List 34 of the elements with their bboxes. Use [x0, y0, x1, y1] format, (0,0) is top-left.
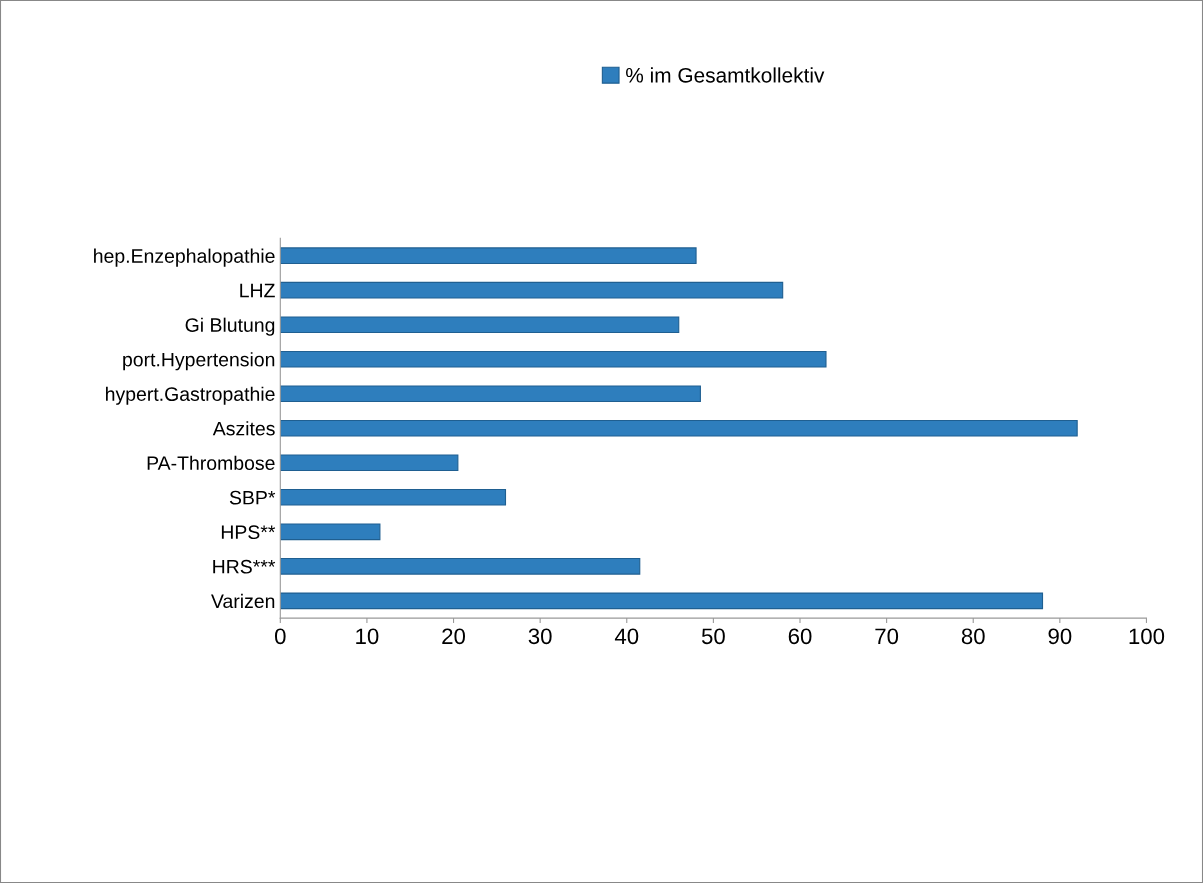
y-tick-label: SBP* — [229, 490, 276, 505]
bar — [280, 454, 459, 472]
y-tick-label: hypert.Gastropathie — [106, 386, 275, 405]
x-tick-label: 90 — [1048, 628, 1072, 645]
y-tick-label: LHZ — [240, 283, 275, 298]
x-tick-label: 60 — [788, 628, 812, 645]
bar — [280, 523, 381, 541]
x-tick-label: 100 — [1129, 628, 1165, 645]
y-tick-label: HPS** — [221, 525, 276, 540]
bar — [280, 488, 507, 506]
y-tick-label: hep.Enzephalopathie — [94, 248, 275, 267]
y-tick-label: Varizen — [211, 593, 275, 609]
bar — [280, 281, 784, 299]
y-tick-label: PA-Thrombose — [147, 455, 275, 471]
x-tick-label: 80 — [961, 628, 985, 645]
bar — [280, 316, 680, 334]
x-tick-label: 70 — [875, 628, 899, 645]
bar — [280, 385, 701, 403]
bar — [280, 350, 827, 368]
x-tick-label: 50 — [701, 628, 725, 645]
x-tick-label: 20 — [442, 628, 466, 645]
legend-label: % im Gesamtkollektiv — [626, 67, 825, 83]
y-tick-label: Gi Blutung — [185, 317, 275, 336]
bar — [280, 558, 641, 575]
bar — [280, 592, 1044, 610]
y-tick-label: HRS*** — [213, 559, 276, 574]
bar — [280, 419, 1078, 437]
x-tick-label: 0 — [274, 628, 286, 645]
y-tick-label: port.Hypertension — [123, 352, 275, 371]
x-tick-label: 40 — [614, 628, 639, 645]
x-tick-label: 10 — [356, 628, 379, 645]
y-tick-label: Aszites — [212, 421, 275, 436]
x-tick-label: 30 — [528, 628, 552, 645]
bar — [280, 247, 697, 264]
